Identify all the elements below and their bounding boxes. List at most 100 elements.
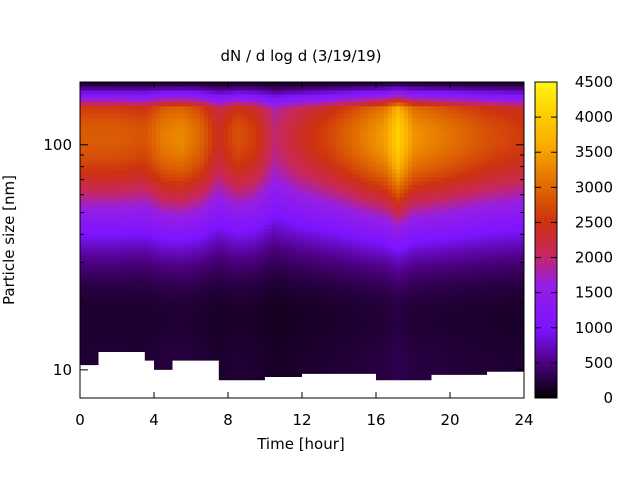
- heatmap-cell: [184, 236, 189, 241]
- heatmap-cell: [152, 145, 157, 150]
- heatmap-cell: [200, 216, 205, 221]
- heatmap-cell: [232, 188, 237, 194]
- heatmap-cell: [176, 141, 181, 146]
- heatmap-cell: [148, 275, 153, 281]
- heatmap-cell: [204, 287, 209, 292]
- heatmap-cell: [124, 105, 129, 111]
- heatmap-cell: [240, 82, 245, 87]
- heatmap-cell: [208, 105, 213, 111]
- heatmap-cell: [156, 129, 161, 134]
- heatmap-cell: [304, 117, 309, 123]
- heatmap-cell: [116, 346, 121, 352]
- heatmap-cell: [236, 370, 241, 375]
- heatmap-cell: [324, 346, 329, 352]
- heatmap-cell: [120, 85, 125, 91]
- heatmap-cell: [140, 141, 145, 146]
- heatmap-cell: [132, 82, 137, 87]
- heatmap-cell: [296, 204, 301, 209]
- heatmap-cell: [220, 267, 225, 273]
- heatmap-cell: [208, 180, 213, 186]
- heatmap-cell: [80, 311, 85, 316]
- heatmap-cell: [248, 204, 253, 209]
- heatmap-cell: [260, 346, 265, 352]
- heatmap-cell: [140, 267, 145, 273]
- heatmap-cell: [236, 161, 241, 166]
- heatmap-cell: [284, 326, 289, 332]
- heatmap-cell: [140, 101, 145, 107]
- heatmap-cell: [100, 287, 105, 292]
- heatmap-cell: [312, 267, 317, 273]
- heatmap-cell: [96, 141, 101, 146]
- heatmap-cell: [280, 105, 285, 111]
- heatmap-cell: [108, 109, 113, 115]
- heatmap-cell: [100, 89, 105, 95]
- heatmap-cell: [252, 311, 257, 316]
- heatmap-cell: [192, 346, 197, 352]
- heatmap-cell: [160, 109, 165, 115]
- heatmap-cell: [276, 145, 281, 150]
- heatmap-cell: [204, 319, 209, 324]
- heatmap-cell: [204, 93, 209, 99]
- heatmap-cell: [188, 350, 193, 356]
- heatmap-cell: [136, 243, 141, 249]
- heatmap-cell: [320, 283, 325, 288]
- heatmap-cell: [244, 283, 249, 288]
- heatmap-cell: [268, 176, 273, 182]
- heatmap-cell: [132, 204, 137, 209]
- heatmap-cell: [80, 271, 85, 277]
- heatmap-cell: [288, 224, 293, 229]
- heatmap-cell: [136, 180, 141, 186]
- heatmap-cell: [108, 85, 113, 91]
- heatmap-cell: [96, 113, 101, 119]
- heatmap-cell: [316, 93, 321, 99]
- heatmap-cell: [160, 133, 165, 138]
- heatmap-cell: [232, 109, 237, 115]
- heatmap-cell: [188, 295, 193, 300]
- heatmap-cell: [188, 271, 193, 277]
- heatmap-cell: [216, 145, 221, 150]
- heatmap-cell: [240, 192, 245, 198]
- heatmap-cell: [324, 216, 329, 221]
- heatmap-cell: [120, 157, 125, 162]
- heatmap-cell: [192, 145, 197, 150]
- heatmap-cell: [232, 133, 237, 138]
- heatmap-cell: [140, 271, 145, 277]
- heatmap-cell: [248, 279, 253, 285]
- heatmap-cell: [200, 271, 205, 277]
- heatmap-cell: [84, 326, 89, 332]
- heatmap-cell: [300, 97, 305, 103]
- heatmap-cell: [324, 125, 329, 130]
- heatmap-cell: [92, 271, 97, 277]
- heatmap-cell: [284, 267, 289, 273]
- heatmap-cell: [152, 255, 157, 261]
- heatmap-cell: [220, 105, 225, 111]
- heatmap-cell: [172, 319, 177, 324]
- heatmap-cell: [112, 243, 117, 249]
- heatmap-cell: [284, 259, 289, 265]
- heatmap-cell: [308, 93, 313, 99]
- heatmap-cell: [132, 161, 137, 166]
- heatmap-cell: [132, 295, 137, 300]
- heatmap-cell: [232, 291, 237, 296]
- heatmap-cell: [236, 342, 241, 348]
- heatmap-cell: [124, 307, 129, 312]
- heatmap-cell: [88, 82, 93, 87]
- heatmap-cell: [116, 200, 121, 206]
- heatmap-cell: [96, 251, 101, 257]
- heatmap-cell: [276, 113, 281, 119]
- heatmap-cell: [308, 121, 313, 127]
- heatmap-cell: [200, 89, 205, 95]
- heatmap-cell: [312, 133, 317, 138]
- heatmap-cell: [80, 157, 85, 162]
- heatmap-cell: [184, 271, 189, 277]
- heatmap-cell: [288, 259, 293, 265]
- heatmap-cell: [92, 153, 97, 158]
- heatmap-cell: [316, 141, 321, 146]
- heatmap-cell: [144, 224, 149, 229]
- heatmap-cell: [132, 283, 137, 288]
- heatmap-cell: [252, 338, 257, 344]
- heatmap-cell: [120, 113, 125, 119]
- heatmap-cell: [116, 247, 121, 253]
- heatmap-cell: [116, 208, 121, 213]
- heatmap-cell: [288, 374, 293, 379]
